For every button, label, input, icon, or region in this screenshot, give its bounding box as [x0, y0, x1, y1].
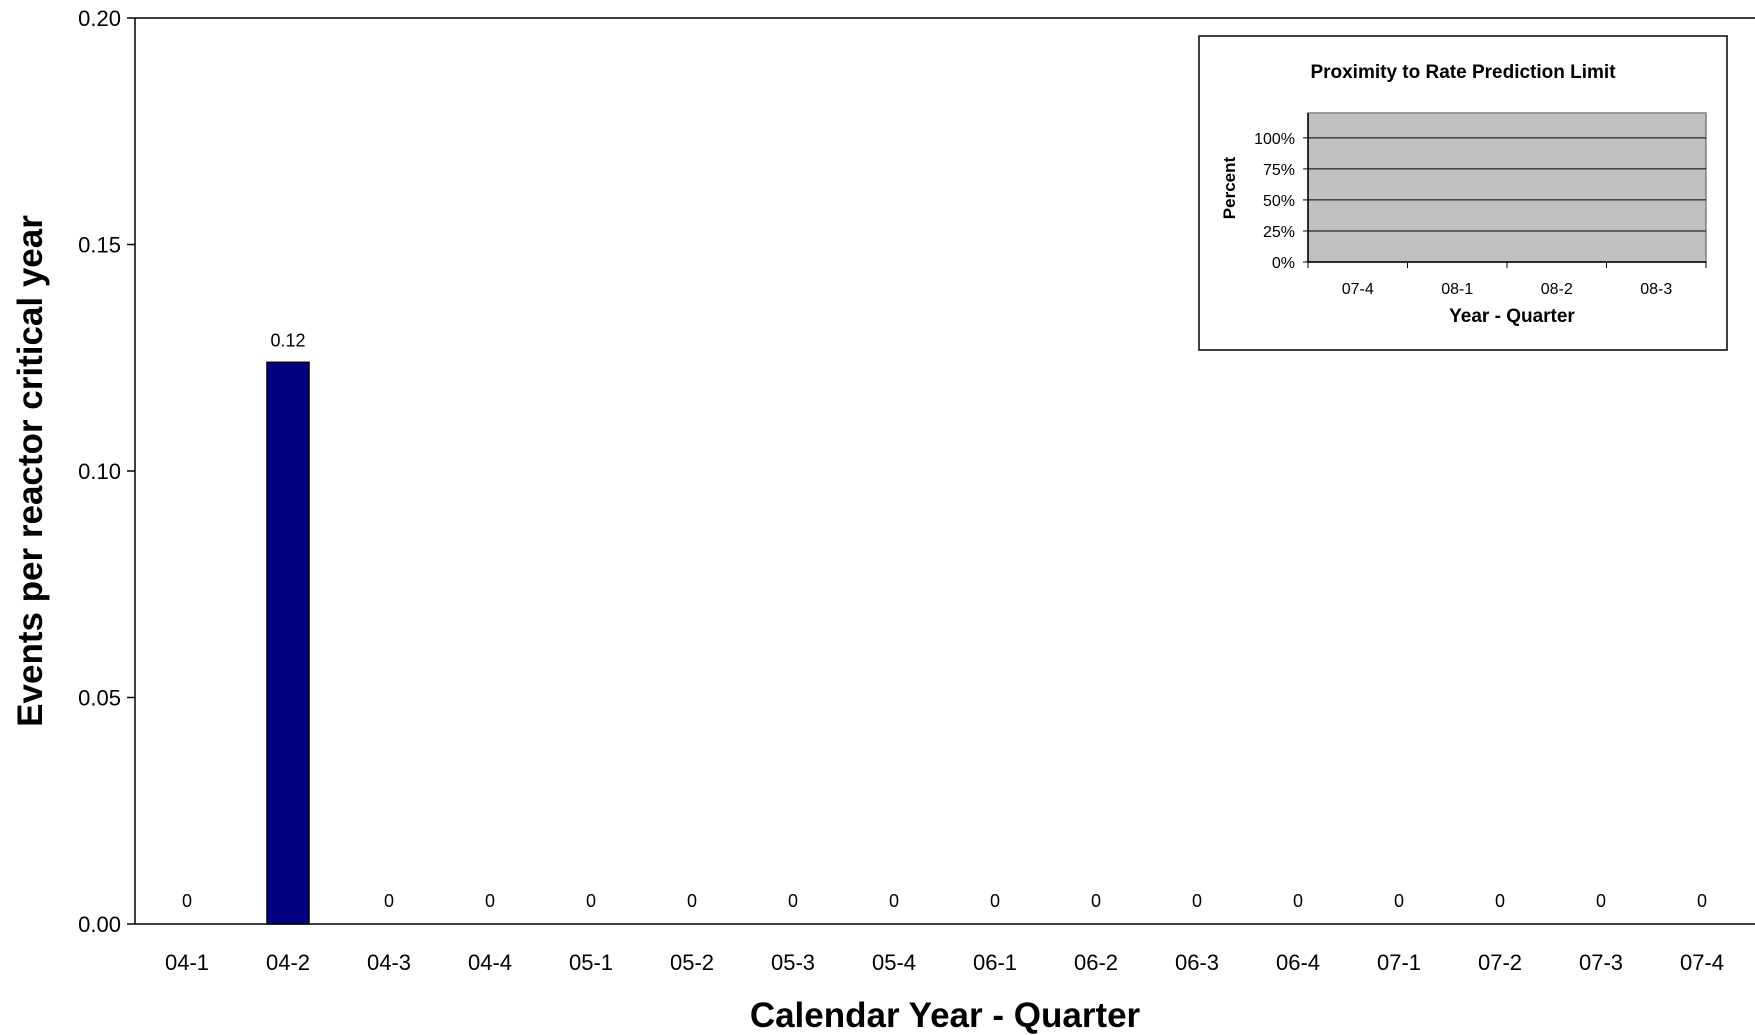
- inset-x-tick-label: 07-4: [1342, 281, 1374, 298]
- inset-title: Proximity to Rate Prediction Limit: [1310, 62, 1616, 83]
- inset-x-axis-title: Year - Quarter: [1449, 306, 1575, 327]
- y-tick-label: 0.10: [78, 459, 121, 484]
- x-tick-label: 05-1: [569, 950, 613, 975]
- y-tick-label: 0.05: [78, 686, 121, 711]
- x-tick-label: 06-2: [1074, 950, 1118, 975]
- bars: [266, 361, 310, 925]
- bar-data-label: 0: [1495, 891, 1505, 911]
- inset-x-tick-label: 08-3: [1640, 281, 1672, 298]
- x-tick-label: 04-2: [266, 950, 310, 975]
- y-ticks: 0.00 0.05 0.10 0.15 0.20: [78, 6, 135, 937]
- inset-y-tick-label: 100%: [1254, 131, 1295, 148]
- y-tick-label: 0.00: [78, 912, 121, 937]
- y-tick-label: 0.20: [78, 6, 121, 31]
- bar-data-label: 0: [1293, 891, 1303, 911]
- bar-data-label: 0: [1394, 891, 1404, 911]
- x-tick-label: 05-2: [670, 950, 714, 975]
- x-tick-label: 04-3: [367, 950, 411, 975]
- inset-y-tick-label: 0%: [1272, 255, 1295, 272]
- inset-chart: Proximity to Rate Prediction Limit 0% 25%…: [1198, 35, 1728, 351]
- inset-y-axis-title: Percent: [1220, 156, 1239, 219]
- bar-data-label: 0: [889, 891, 899, 911]
- bar-data-label: 0: [384, 891, 394, 911]
- bar-data-label: 0: [485, 891, 495, 911]
- x-tick-label: 05-4: [872, 950, 916, 975]
- bar-data-label: 0: [1596, 891, 1606, 911]
- bar-data-label: 0.12: [270, 330, 305, 350]
- x-tick-label: 04-4: [468, 950, 512, 975]
- data-labels: 0 0.12 0 0 0 0 0 0 0 0 0 0 0 0 0 0: [182, 330, 1707, 911]
- inset-y-tick-label: 50%: [1263, 193, 1295, 210]
- inset-y-tick-label: 75%: [1263, 162, 1295, 179]
- inset-x-tick-label: 08-2: [1541, 281, 1573, 298]
- y-tick-label: 0.15: [78, 233, 121, 258]
- x-tick-label: 06-4: [1276, 950, 1320, 975]
- bar: [266, 361, 310, 925]
- inset-gridlines: [1308, 137, 1706, 232]
- bar-data-label: 0: [1192, 891, 1202, 911]
- x-tick-label: 07-4: [1680, 950, 1724, 975]
- x-tick-label: 04-1: [165, 950, 209, 975]
- x-tick-label: 06-1: [973, 950, 1017, 975]
- bar-data-label: 0: [1091, 891, 1101, 911]
- bar-data-label: 0: [990, 891, 1000, 911]
- bar-data-label: 0: [586, 891, 596, 911]
- y-axis-title: Events per reactor critical year: [11, 215, 50, 727]
- bar-data-label: 0: [687, 891, 697, 911]
- x-tick-label: 05-3: [771, 950, 815, 975]
- x-tick-label: 07-3: [1579, 950, 1623, 975]
- x-axis-title: Calendar Year - Quarter: [750, 996, 1141, 1035]
- bar-data-label: 0: [182, 891, 192, 911]
- x-tick-label: 07-1: [1377, 950, 1421, 975]
- bar-data-label: 0: [788, 891, 798, 911]
- inset-plot-area: [1307, 112, 1707, 263]
- x-tick-label: 06-3: [1175, 950, 1219, 975]
- inset-x-ticks: 07-4 08-1 08-2 08-3: [1307, 262, 1707, 298]
- inset-x-tick-label: 08-1: [1441, 281, 1473, 298]
- x-tick-label: 07-2: [1478, 950, 1522, 975]
- inset-y-tick-label: 25%: [1263, 224, 1295, 241]
- x-ticks: 04-1 04-2 04-3 04-4 05-1 05-2 05-3 05-4 06-1 06-2…: [165, 950, 1724, 975]
- bar-data-label: 0: [1697, 891, 1707, 911]
